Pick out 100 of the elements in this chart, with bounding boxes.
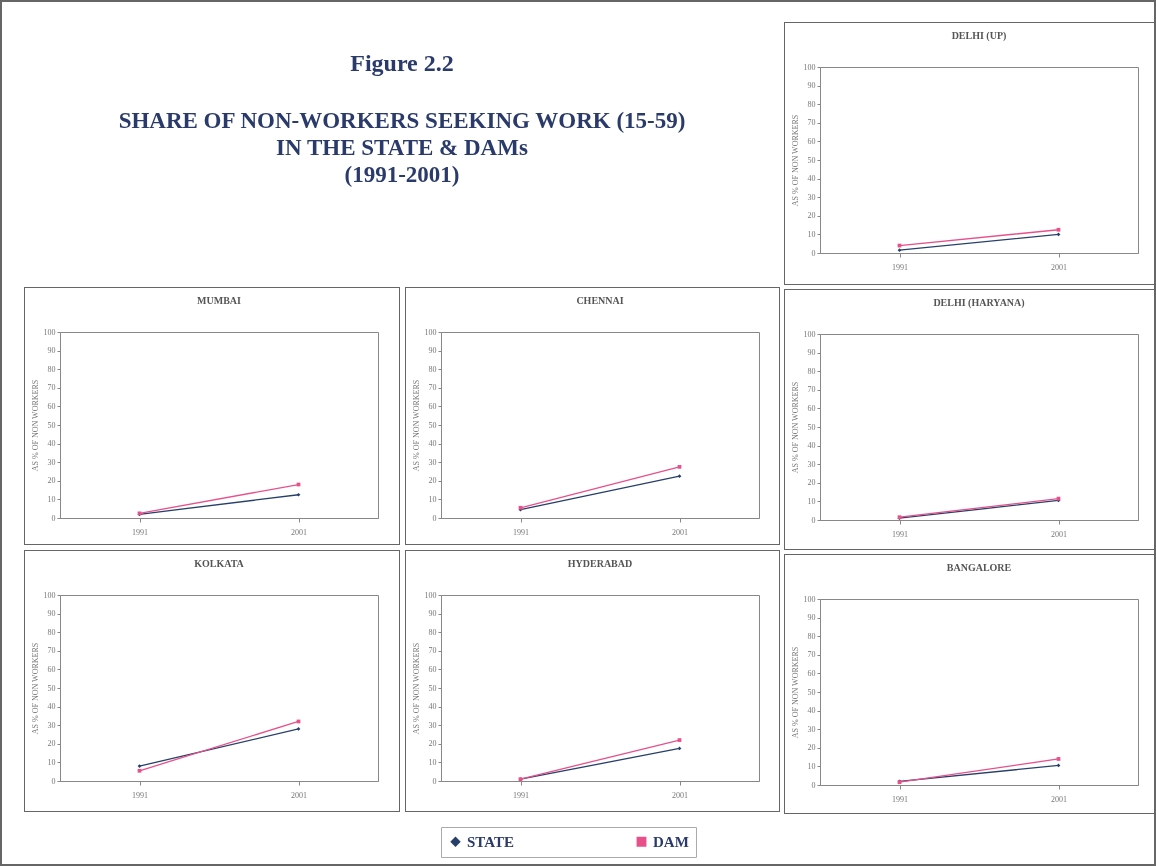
y-tick-label: 60 [807, 668, 816, 678]
y-tick-label: 40 [807, 174, 816, 184]
chart-title: DELHI (HARYANA) [933, 297, 1025, 309]
text: SHARE OF NON-WORKERS SEEKING WORK (15-59) IN THE STATE & DAMs (1991-2001) [117, 107, 687, 188]
x-tick-label: 1991 [513, 790, 529, 800]
y-tick-label: 70 [47, 646, 56, 656]
y-tick-label: 20 [807, 211, 816, 221]
y-tick-label: 0 [432, 776, 437, 786]
y-tick-label: 30 [807, 459, 816, 469]
y-tick-label: 70 [47, 383, 56, 393]
y-tick-label: 10 [428, 494, 437, 504]
x-tick-label: 1991 [892, 262, 908, 272]
y-tick-label: 50 [428, 420, 437, 430]
y-tick-label: 60 [47, 401, 56, 411]
y-tick-label: 20 [47, 739, 56, 749]
y-tick-label: 80 [428, 364, 437, 374]
y-axis-title: AS % OF NON WORKERS [30, 642, 40, 735]
y-tick-label: 30 [807, 724, 816, 734]
x-tick-label: 2001 [291, 527, 307, 537]
y-tick-label: 90 [47, 346, 56, 356]
y-tick-label: 60 [807, 403, 816, 413]
y-tick-label: 70 [807, 385, 816, 395]
y-tick-label: 0 [51, 513, 56, 523]
y-tick-label: 50 [807, 155, 816, 165]
x-tick-label: 1991 [513, 527, 529, 537]
y-tick-label: 100 [424, 327, 437, 337]
y-tick-label: 60 [807, 136, 816, 146]
y-tick-label: 70 [807, 650, 816, 660]
y-tick-label: 20 [428, 739, 437, 749]
y-tick-label: 20 [47, 476, 56, 486]
y-axis-title: AS % OF NON WORKERS [411, 642, 421, 735]
y-tick-label: 0 [432, 513, 437, 523]
y-tick-label: 60 [47, 664, 56, 674]
y-tick-label: 50 [47, 683, 56, 693]
y-tick-label: 50 [47, 420, 56, 430]
x-tick-label: 1991 [892, 794, 908, 804]
x-tick-label: 1991 [892, 529, 908, 539]
y-tick-label: 90 [807, 348, 816, 358]
y-tick-label: 80 [807, 366, 816, 376]
y-tick-label: 20 [428, 476, 437, 486]
y-tick-label: 90 [807, 613, 816, 623]
y-tick-label: 0 [811, 515, 816, 525]
y-tick-label: 80 [428, 627, 437, 637]
y-tick-label: 80 [807, 631, 816, 641]
y-axis-title: AS % OF NON WORKERS [790, 646, 800, 739]
y-tick-label: 60 [428, 401, 437, 411]
y-tick-label: 50 [807, 687, 816, 697]
y-tick-label: 100 [803, 594, 816, 604]
x-tick-label: 2001 [672, 527, 688, 537]
chart-title: MUMBAI [197, 295, 242, 306]
y-axis-title: AS % OF NON WORKERS [30, 379, 40, 472]
legend-label: STATE [467, 833, 514, 850]
y-tick-label: 90 [807, 81, 816, 91]
y-tick-label: 30 [807, 192, 816, 202]
x-tick-label: 2001 [1051, 262, 1067, 272]
y-tick-label: 100 [424, 590, 437, 600]
y-tick-label: 10 [807, 496, 816, 506]
y-tick-label: 40 [47, 439, 56, 449]
x-tick-label: 2001 [291, 790, 307, 800]
y-tick-label: 70 [428, 646, 437, 656]
y-tick-label: 100 [43, 590, 56, 600]
y-tick-label: 10 [47, 494, 56, 504]
y-tick-label: 0 [811, 248, 816, 258]
chart-title: KOLKATA [194, 558, 245, 569]
x-tick-label: 2001 [672, 790, 688, 800]
chart-title: HYDERABAD [567, 558, 633, 569]
chart-title: CHENNAI [576, 295, 624, 306]
y-tick-label: 40 [807, 706, 816, 716]
x-tick-label: 2001 [1051, 794, 1067, 804]
y-axis-title: AS % OF NON WORKERS [411, 379, 421, 472]
y-tick-label: 70 [428, 383, 437, 393]
y-tick-label: 60 [428, 664, 437, 674]
y-tick-label: 70 [807, 118, 816, 128]
y-tick-label: 90 [428, 346, 437, 356]
y-tick-label: 10 [807, 229, 816, 239]
y-tick-label: 100 [803, 329, 816, 339]
y-tick-label: 100 [43, 327, 56, 337]
text: Figure 2.2 [349, 50, 455, 77]
y-tick-label: 80 [47, 364, 56, 374]
x-tick-label: 1991 [132, 790, 148, 800]
chart-title: BANGALORE [946, 562, 1012, 573]
y-tick-label: 20 [807, 478, 816, 488]
y-tick-label: 0 [811, 780, 816, 790]
y-tick-label: 40 [428, 439, 437, 449]
y-tick-label: 10 [47, 757, 56, 767]
y-tick-label: 80 [47, 627, 56, 637]
y-tick-label: 0 [51, 776, 56, 786]
y-axis-title: AS % OF NON WORKERS [790, 381, 800, 474]
y-tick-label: 40 [428, 702, 437, 712]
y-tick-label: 90 [428, 609, 437, 619]
chart-title: DELHI (UP) [951, 30, 1007, 42]
y-tick-label: 40 [47, 702, 56, 712]
y-tick-label: 30 [428, 720, 437, 730]
legend-label: DAM [653, 833, 689, 850]
y-axis-title: AS % OF NON WORKERS [790, 114, 800, 207]
y-tick-label: 100 [803, 62, 816, 72]
x-tick-label: 2001 [1051, 529, 1067, 539]
y-tick-label: 40 [807, 441, 816, 451]
x-tick-label: 1991 [132, 527, 148, 537]
y-tick-label: 30 [47, 457, 56, 467]
